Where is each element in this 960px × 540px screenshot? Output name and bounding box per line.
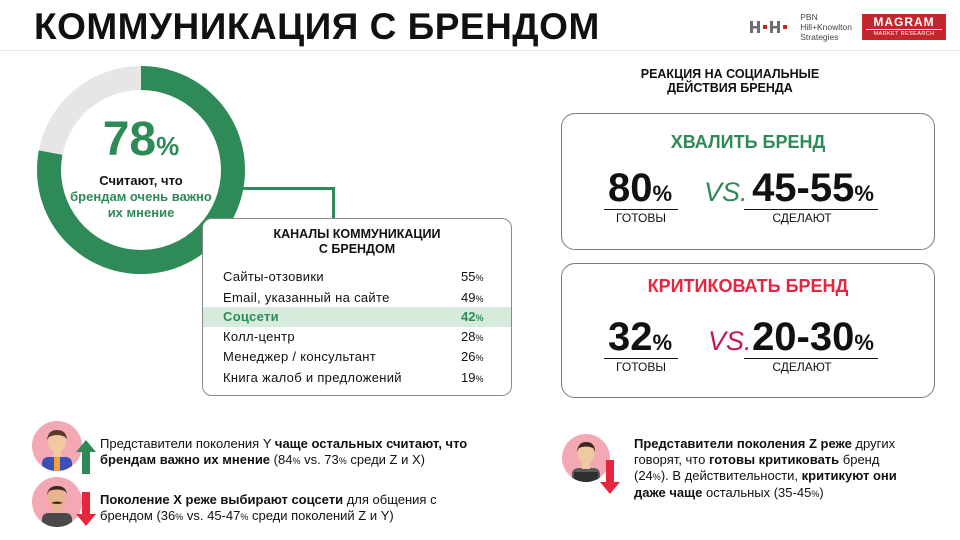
donut-chart xyxy=(37,66,245,274)
connector-line-vertical xyxy=(332,187,335,239)
praise-done-label: СДЕЛАЮТ xyxy=(772,211,832,225)
channel-row: Книга жалоб и предложений 19% xyxy=(203,368,511,388)
criticize-vs: VS. xyxy=(708,326,752,356)
channel-value: 55% xyxy=(461,269,484,284)
gen-y-avatar-icon xyxy=(32,421,82,471)
praise-ready-label: ГОТОВЫ xyxy=(616,211,666,225)
praise-heading: ХВАЛИТЬ БРЕНД xyxy=(670,132,826,152)
praise-done-value: 45-55% xyxy=(752,166,874,210)
criticize-done-value: 20-30% xyxy=(752,315,874,359)
magram-logo: MAGRAM MARKET RESEARCH xyxy=(862,14,946,40)
criticize-ready-value: 32% xyxy=(607,315,673,359)
pbn-logo-icon xyxy=(750,19,790,35)
gen-z-avatar-icon xyxy=(562,434,610,482)
pbn-logo-text: PBN Hill+Knowlton Strategies xyxy=(800,12,852,42)
connector-line xyxy=(238,187,334,190)
gen-x-note: Поколение X реже выбирают соцсети для об… xyxy=(100,492,437,523)
arrow-down-icon xyxy=(600,460,620,494)
channel-name: Книга жалоб и предложений xyxy=(223,370,402,385)
title-divider xyxy=(0,50,960,51)
praise-panel: ХВАЛИТЬ БРЕНД 80% ГОТОВЫ VS. 45-55% СДЕЛ… xyxy=(561,113,935,250)
channel-value: 42% xyxy=(461,309,484,324)
channel-name: Менеджер / консультант xyxy=(223,349,376,364)
criticize-ready-underline xyxy=(604,358,678,359)
channel-value: 49% xyxy=(461,290,484,305)
criticize-ready-label: ГОТОВЫ xyxy=(616,360,666,374)
arrow-down-icon xyxy=(76,492,96,526)
gen-y-note: Представители поколения Y чаще остальных… xyxy=(100,436,468,467)
channel-row: Email, указанный на сайте 49% xyxy=(203,288,511,308)
criticize-panel: КРИТИКОВАТЬ БРЕНД 32% ГОТОВЫ VS. 20-30% … xyxy=(561,263,935,398)
channel-name: Сайты-отзовики xyxy=(223,269,324,284)
donut-value: 78% xyxy=(102,113,180,166)
channel-row: Менеджер / консультант 26% xyxy=(203,347,511,367)
channel-name: Соцсети xyxy=(223,309,279,324)
donut-value-arc xyxy=(37,66,245,274)
channel-value: 28% xyxy=(461,329,484,344)
channels-panel: КАНАЛЫ КОММУНИКАЦИИ С БРЕНДОМ Сайты-отзо… xyxy=(202,218,512,396)
criticize-heading: КРИТИКОВАТЬ БРЕНД xyxy=(647,276,849,296)
logo-group: PBN Hill+Knowlton Strategies MAGRAM MARK… xyxy=(750,12,946,42)
reaction-title: РЕАКЦИЯ НА СОЦИАЛЬНЫЕ ДЕЙСТВИЯ БРЕНДА xyxy=(640,67,820,95)
channel-row: Колл-центр 28% xyxy=(203,327,511,347)
praise-vs: VS. xyxy=(704,177,748,207)
channel-value: 26% xyxy=(461,349,484,364)
praise-ready-value: 80% xyxy=(607,166,673,210)
praise-done-underline xyxy=(744,209,878,210)
channel-name: Колл-центр xyxy=(223,329,295,344)
donut-caption: Считают, что брендам очень важно их мнен… xyxy=(70,173,212,220)
page-title: КОММУНИКАЦИЯ С БРЕНДОМ xyxy=(34,6,600,47)
channel-row-highlighted: Соцсети 42% xyxy=(203,307,511,327)
channel-row: Сайты-отзовики 55% xyxy=(203,267,511,287)
praise-ready-underline xyxy=(604,209,678,210)
channel-name: Email, указанный на сайте xyxy=(223,290,390,305)
criticize-done-underline xyxy=(744,358,878,359)
channels-title: КАНАЛЫ КОММУНИКАЦИИ С БРЕНДОМ xyxy=(273,227,441,256)
gen-x-avatar-icon xyxy=(32,477,82,527)
channel-value: 19% xyxy=(461,370,484,385)
gen-z-note: Представители поколения Z реже других го… xyxy=(634,436,897,500)
criticize-done-label: СДЕЛАЮТ xyxy=(772,360,832,374)
arrow-up-icon xyxy=(76,440,96,474)
